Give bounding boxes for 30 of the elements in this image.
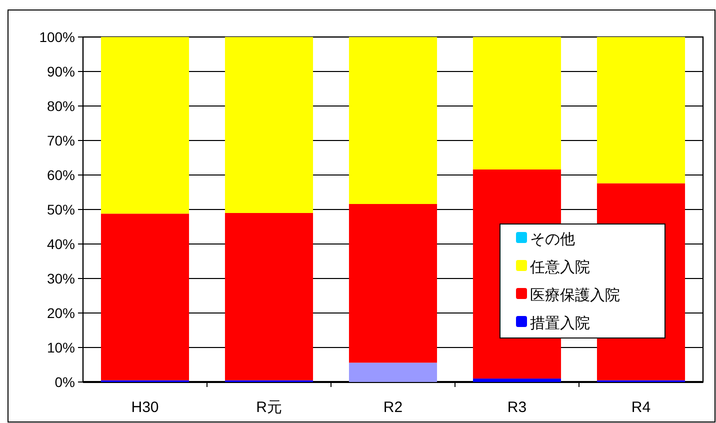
bar — [224, 212, 314, 380]
bar — [472, 378, 562, 382]
x-tick-label: R3 — [507, 399, 527, 416]
bar — [348, 362, 438, 382]
y-tick-label: 10% — [46, 340, 75, 356]
x-tick-label: R4 — [631, 399, 651, 416]
x-tick-label: H30 — [131, 399, 159, 416]
y-tick-label: 90% — [46, 64, 75, 80]
bar — [348, 204, 438, 363]
x-tick-label: R元 — [256, 399, 282, 416]
y-tick-label: 100% — [39, 29, 75, 45]
bar — [472, 37, 562, 170]
bar — [100, 214, 190, 380]
bar — [224, 37, 314, 213]
y-tick-label: 80% — [46, 98, 75, 114]
legend-label: 医療保護入院 — [530, 287, 620, 304]
y-tick-label: 30% — [46, 270, 75, 286]
legend-label: 措置入院 — [530, 315, 590, 332]
legend-label: その他 — [530, 231, 575, 248]
y-tick-label: 50% — [46, 202, 75, 218]
bar — [348, 37, 438, 204]
bar — [100, 37, 190, 214]
y-tick-label: 40% — [46, 236, 75, 252]
bar — [596, 37, 686, 184]
y-tick-label: 60% — [46, 167, 75, 183]
x-tick-label: R2 — [383, 399, 403, 416]
y-tick-label: 0% — [54, 374, 75, 390]
y-tick-label: 70% — [46, 132, 75, 148]
y-tick-label: 20% — [46, 305, 75, 321]
legend-label: 任意入院 — [529, 259, 590, 276]
